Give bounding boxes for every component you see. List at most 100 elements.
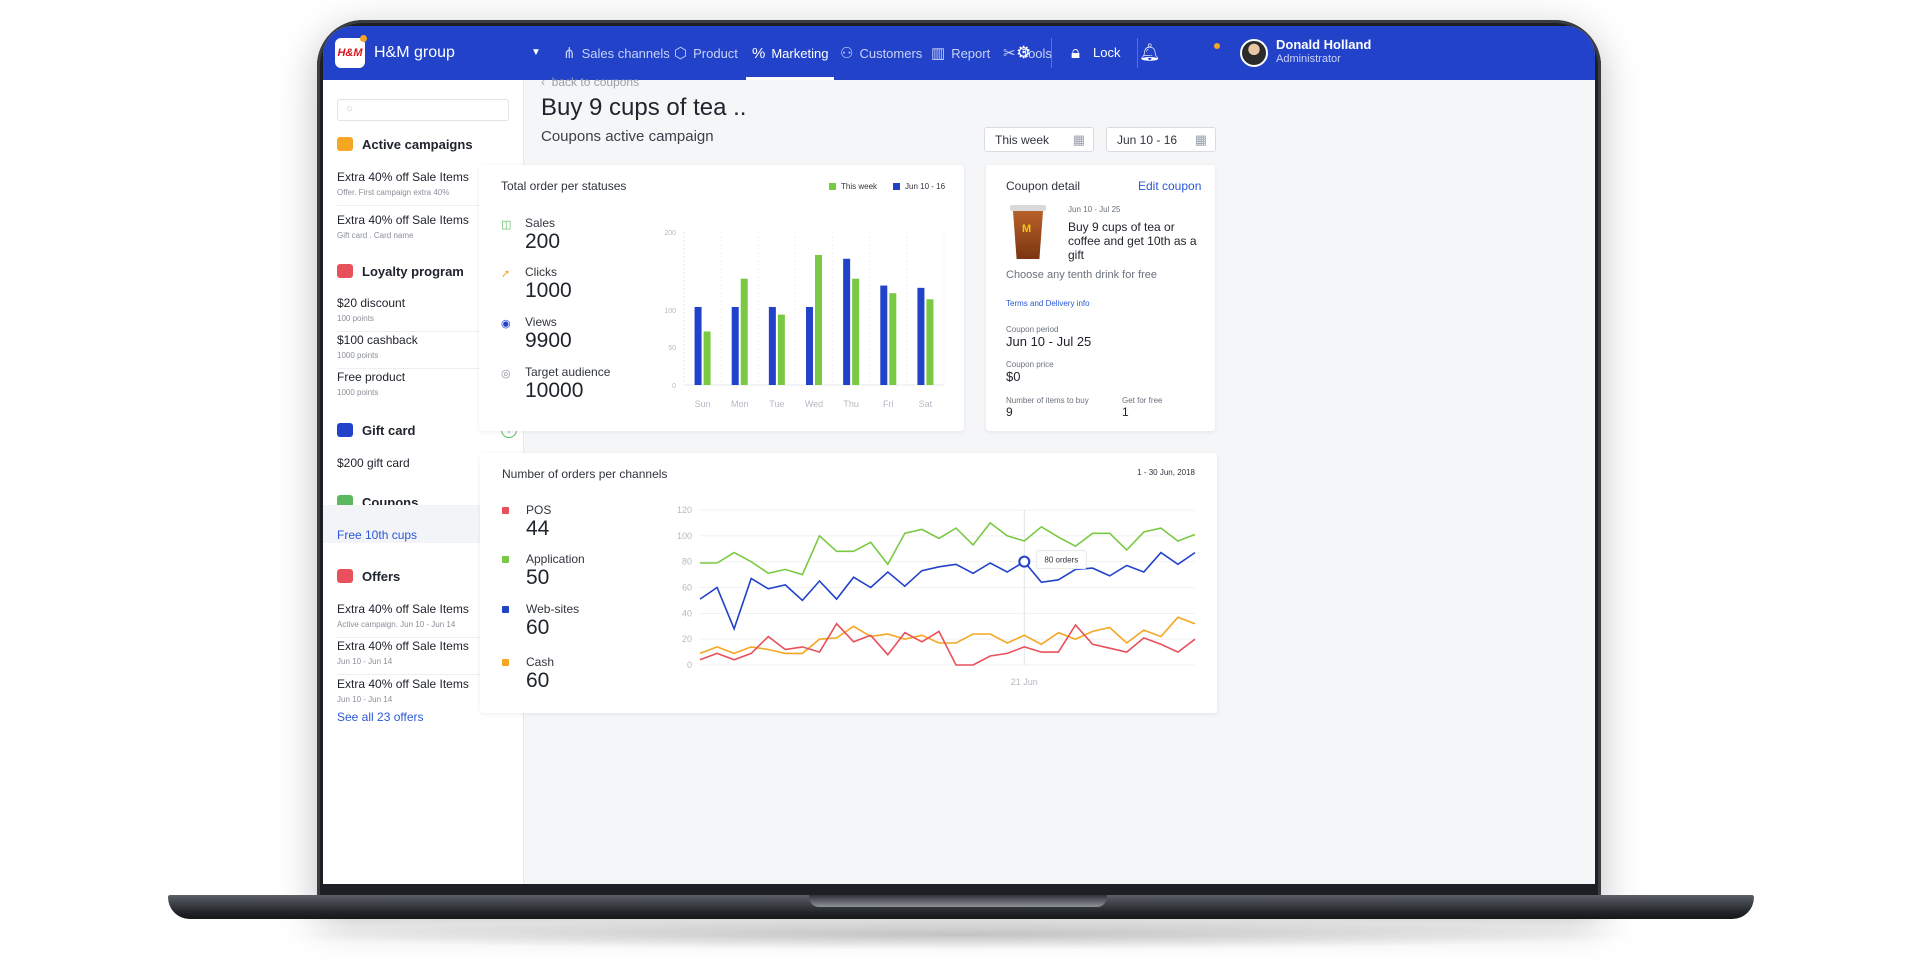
buy-label: Number of items to buy <box>1006 396 1089 405</box>
period-value: Jun 10 - Jul 25 <box>1006 334 1092 349</box>
legend-swatch <box>829 183 836 190</box>
stat-label: Clicks <box>525 265 557 279</box>
nav-label: Sales channels <box>581 45 670 61</box>
list-item[interactable]: Extra 40% off Sale Items Gift card . Car… <box>337 213 515 240</box>
stat-label: Views <box>525 315 557 329</box>
laptop-notch <box>809 895 1107 907</box>
bar-mon-jun10-16 <box>731 306 739 385</box>
lock-icon[interactable]: 🔒︎ <box>1071 43 1081 62</box>
x-tick-label: 21 Jun <box>1011 677 1038 687</box>
x-tick-label: Mon <box>731 399 749 409</box>
item-subtitle: Active campaign. Jun 10 - Jun 14 <box>337 620 456 629</box>
legend-item: This week <box>829 182 877 191</box>
nav-sales-channels[interactable]: ⋔ Sales channels <box>563 26 670 80</box>
coupon-detail-card: Coupon detail Edit coupon M Jun 10 - Jul… <box>986 165 1215 431</box>
search-icon: ○ <box>346 103 353 115</box>
free-value: 1 <box>1122 405 1129 419</box>
lock-label[interactable]: Lock <box>1093 45 1121 60</box>
item-title: $100 cashback <box>337 333 418 347</box>
item-subtitle: Gift card . Card name <box>337 231 414 240</box>
calendar-icon: ▦ <box>1194 132 1207 147</box>
y-tick-label: 100 <box>664 308 676 315</box>
y-tick-label: 0 <box>672 383 676 390</box>
y-tick-label: 200 <box>664 230 676 237</box>
org-name[interactable]: H&M group <box>374 44 455 61</box>
avatar[interactable] <box>1240 39 1268 67</box>
gear-icon[interactable]: ⚙ <box>1016 43 1032 62</box>
stat-label: Sales <box>525 216 556 230</box>
orders-per-channel-card: Number of orders per channels 1 - 30 Jun… <box>480 453 1217 713</box>
stat-value: 44 <box>526 517 550 540</box>
legend-swatch <box>893 183 900 190</box>
nav-marketing[interactable]: % Marketing <box>745 26 835 80</box>
date-range-label: 1 - 30 Jun, 2018 <box>1137 468 1195 477</box>
nav-report[interactable]: ▥ Report <box>931 26 990 80</box>
bar-sat-this-week <box>926 299 934 385</box>
nav-product[interactable]: ⬡ Product <box>674 26 738 80</box>
page-title: Buy 9 cups of tea .. <box>541 94 747 121</box>
terms-link[interactable]: Terms and Delivery info <box>1006 299 1090 308</box>
list-item[interactable]: Free product 1000 points <box>337 370 515 397</box>
gift-icon <box>337 423 353 437</box>
edit-coupon-link[interactable]: Edit coupon <box>1138 179 1202 193</box>
brand-logo[interactable]: H&M <box>335 38 365 68</box>
nav-tools[interactable]: ✂ Tools <box>1003 26 1052 80</box>
orders-status-card: Total order per statuses This week Jun 1… <box>479 165 964 431</box>
price-value: $0 <box>1006 369 1021 384</box>
item-title: Extra 40% off Sale Items <box>337 602 469 616</box>
list-item[interactable]: Extra 40% off Sale Items Active campaign… <box>337 602 515 638</box>
bar-tue-jun10-16 <box>768 306 776 385</box>
x-tick-label: Thu <box>843 399 859 409</box>
free-label: Get for free <box>1122 396 1163 405</box>
search-input[interactable]: ○ <box>337 99 509 121</box>
stat-label: Cash <box>526 655 555 669</box>
list-item[interactable]: Extra 40% off Sale Items Offer. First ca… <box>337 170 515 206</box>
tooltip-label: 80 orders <box>1044 556 1078 565</box>
coupon-headline: Buy 9 cups of tea or coffee and get 10th… <box>1068 220 1197 262</box>
stat-value: 60 <box>526 669 550 692</box>
legend-swatch <box>502 659 509 666</box>
item-subtitle: 1000 points <box>337 388 379 397</box>
section-title: Offers <box>362 568 401 584</box>
section-active-campaigns[interactable]: Active campaigns <box>337 132 517 156</box>
nav-customers[interactable]: ⚇ Customers <box>840 26 922 80</box>
item-title: $200 gift card <box>337 456 410 470</box>
x-tick-label: Sat <box>919 399 933 409</box>
y-tick-label: 120 <box>677 505 692 515</box>
section-title: Loyalty program <box>362 263 464 279</box>
legend-swatch <box>502 507 509 514</box>
coupon-description: Choose any tenth drink for free <box>1006 269 1158 281</box>
stat-label: Application <box>526 552 585 566</box>
price-label: Coupon price <box>1006 360 1054 369</box>
bar-wed-this-week <box>815 254 822 385</box>
app-window: H&M H&M group ▼ ⋔ Sales channels ⬡ Produ… <box>323 26 1595 884</box>
list-item[interactable]: $100 cashback 1000 points <box>337 333 515 369</box>
list-item[interactable]: $20 discount 100 points <box>337 296 515 332</box>
calendar-icon: ▦ <box>1072 132 1085 147</box>
y-tick-label: 50 <box>668 345 676 352</box>
stat-value: 9900 <box>525 329 572 352</box>
chevron-left-icon: ‹ <box>541 75 545 89</box>
list-item[interactable]: Extra 40% off Sale Items Jun 10 - Jun 14 <box>337 639 515 675</box>
date-range-select[interactable]: This week ▦ <box>984 127 1094 152</box>
item-title: Free 10th cups <box>337 528 418 542</box>
bell-icon[interactable]: 🔔︎ <box>1139 43 1161 62</box>
divider <box>1137 38 1138 68</box>
list-item-selected[interactable]: Free 10th cups <box>337 528 515 542</box>
item-title: $20 discount <box>337 296 406 310</box>
legend-label: Jun 10 - 16 <box>905 182 946 191</box>
coffee-cup-image: M <box>1010 205 1046 261</box>
bag-icon: ◫ <box>501 219 512 231</box>
tooltip-box <box>1035 550 1087 570</box>
back-link-label: back to coupons <box>551 75 640 89</box>
chevron-down-icon[interactable]: ▼ <box>531 47 541 58</box>
list-item[interactable]: Extra 40% off Sale Items Jun 10 - Jun 14 <box>337 677 515 704</box>
list-item[interactable]: $200 gift card <box>337 456 515 470</box>
back-link[interactable]: ‹ back to coupons <box>541 75 639 89</box>
see-all-offers-link[interactable]: See all 23 offers <box>337 710 424 724</box>
user-name[interactable]: Donald Holland <box>1276 37 1372 52</box>
period-label: Coupon period <box>1006 325 1059 334</box>
date-picker[interactable]: Jun 10 - 16 ▦ <box>1106 127 1216 152</box>
stat-label: Target audience <box>525 365 611 379</box>
